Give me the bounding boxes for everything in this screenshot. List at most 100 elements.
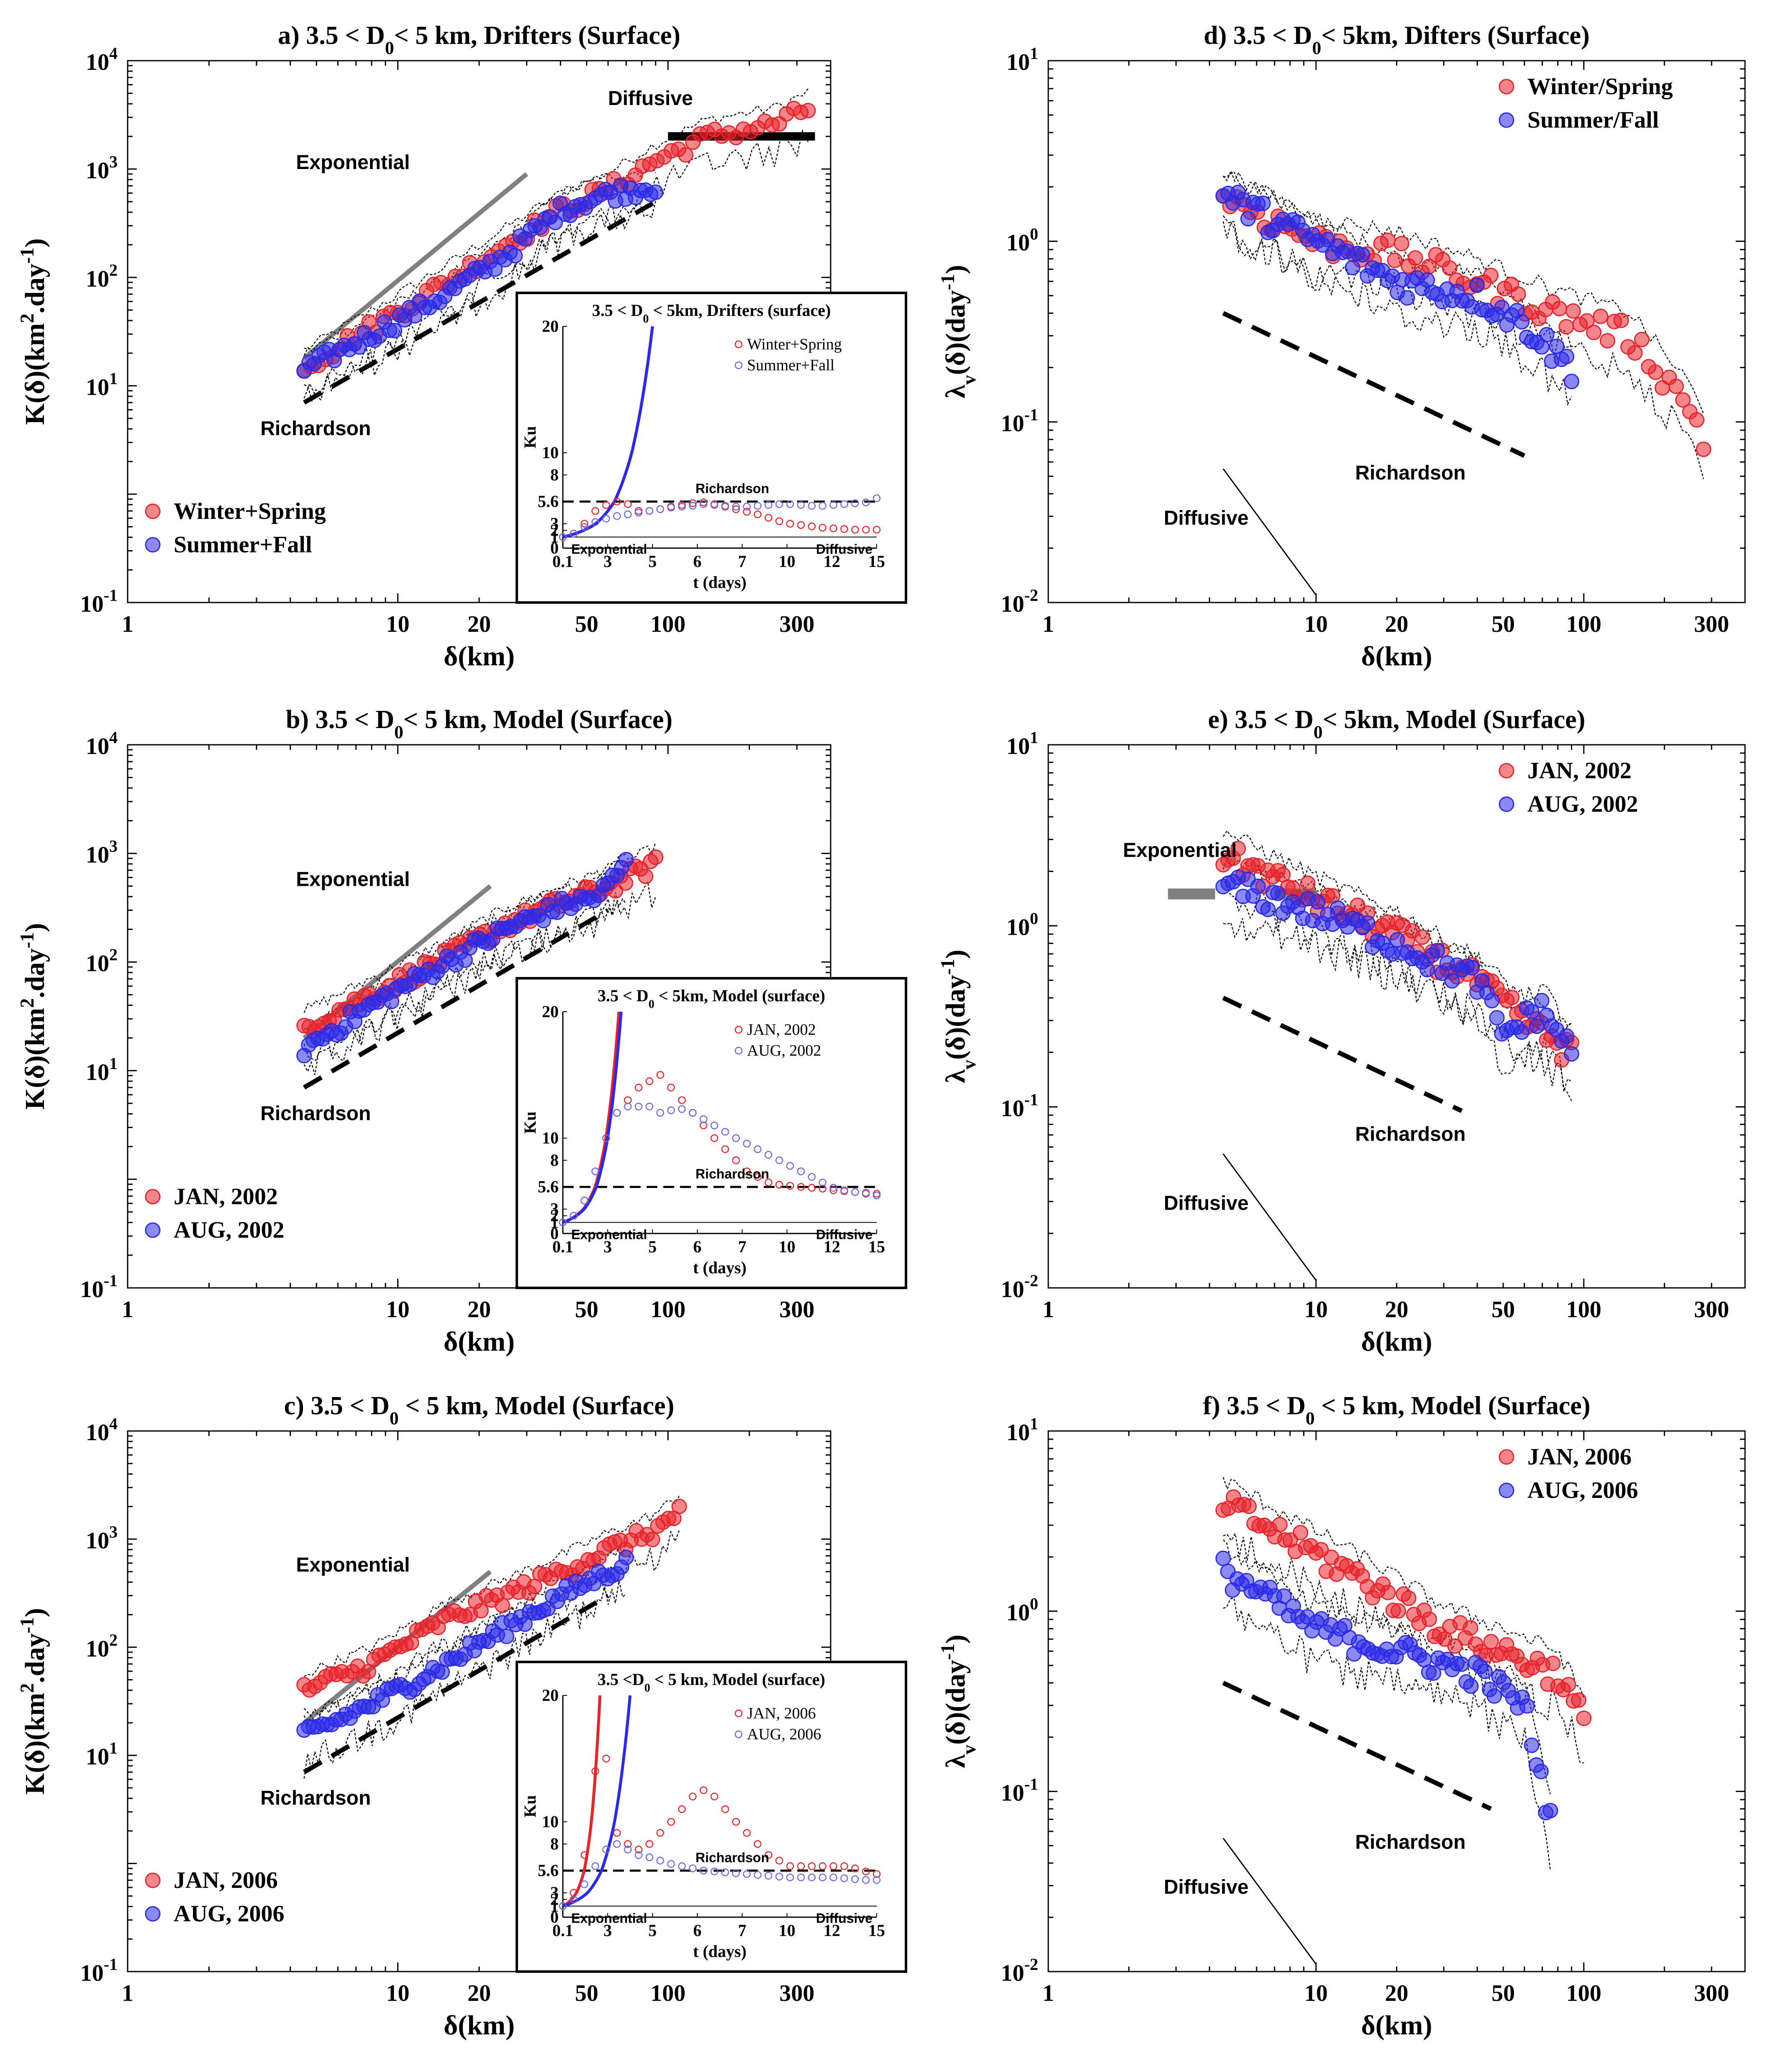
inset-data-point	[775, 1156, 783, 1164]
legend-marker	[145, 1189, 161, 1205]
inset-x-tick-label: 5	[648, 1921, 657, 1940]
x-tick-label: 50	[575, 611, 598, 637]
inset-data-point	[721, 1868, 729, 1877]
annotation-richardson: Richardson	[260, 418, 371, 440]
inset-data-point	[613, 497, 621, 505]
legend-label: JAN, 2002	[174, 1184, 278, 1210]
inset-data-point	[689, 1109, 697, 1117]
inset-data-point	[862, 1190, 870, 1198]
y-tick-label: 100	[1006, 909, 1038, 941]
inset-data-point	[645, 1103, 654, 1110]
inset-y-tick-label: 1	[550, 1213, 559, 1232]
inset-legend-label: Summer+Fall	[747, 356, 834, 374]
y-tick-label: 10-2	[1001, 1955, 1038, 1986]
x-tick-label: 100	[650, 1297, 685, 1323]
data-point	[1240, 211, 1256, 227]
x-tick-label: 100	[650, 611, 685, 637]
inset-x-tick-label: 12	[824, 552, 840, 571]
inset-x-tick-label: 3	[603, 552, 612, 571]
inset-data-point	[634, 508, 643, 517]
inset-y-tick-label: 8	[550, 1834, 559, 1853]
data-point	[1571, 1692, 1586, 1708]
inset-x-tick-label: 6	[693, 552, 701, 571]
inset-data-point	[667, 1084, 675, 1092]
inset: 3.5 <D0 < 5 km, Model (surface)01235.681…	[516, 1661, 907, 1973]
annotation-diffusive: Diffusive	[608, 87, 693, 110]
x-axis-label: δ(km)	[1361, 1326, 1432, 1357]
inset-data-point	[656, 1071, 665, 1079]
inset-data-point	[570, 1895, 578, 1903]
legend-label: Summer/Fall	[1527, 107, 1659, 133]
inset-data-point	[602, 1134, 610, 1142]
y-tick-label: 103	[86, 1522, 118, 1554]
inset-data-point	[645, 1077, 654, 1085]
legend-label: JAN, 2006	[174, 1867, 278, 1893]
x-tick-label: 1	[1042, 1980, 1054, 2006]
inset-x-tick-label: 15	[868, 1237, 885, 1256]
diffusive-line	[1222, 468, 1317, 596]
inset-x-tick-label: 7	[738, 1921, 747, 1940]
inset-data-point	[689, 1864, 697, 1872]
x-axis-label: δ(km)	[1361, 2010, 1432, 2041]
inset-data-point	[775, 1857, 783, 1865]
x-tick-label: 10	[386, 1297, 410, 1323]
inset-data-point	[786, 520, 794, 528]
data-point	[1310, 894, 1326, 910]
x-tick-label: 1	[122, 1980, 133, 2006]
data-point	[1489, 1010, 1505, 1026]
panel-b: 1 10 20 50 100 300δ(km)10-1101102103104K(δ)(k…	[16, 728, 907, 1357]
inset-data-point	[624, 1846, 632, 1854]
data-point	[1345, 260, 1360, 276]
data-point	[671, 1498, 687, 1514]
inset-data-point	[786, 500, 794, 508]
data-point	[1419, 962, 1435, 977]
annotation-exponential: Exponential	[296, 151, 410, 174]
inset-exponential-label: Exponential	[571, 1911, 647, 1926]
data-point	[1514, 314, 1530, 330]
annotation-exponential: Exponential	[296, 869, 410, 891]
data-point	[387, 323, 403, 338]
data-point	[1429, 943, 1445, 959]
inset-x-tick-label: 0.1	[552, 1237, 573, 1256]
data-point	[1380, 232, 1396, 248]
inset-data-point	[656, 1857, 665, 1865]
data-point	[547, 215, 563, 231]
data-point	[1391, 1603, 1406, 1619]
y-tick-label: 104	[86, 44, 118, 75]
data-point	[1414, 929, 1430, 945]
inset-legend-marker	[734, 1730, 743, 1739]
x-tick-label: 1	[1042, 611, 1054, 637]
data-point	[1380, 1585, 1396, 1600]
inset-y-tick-label: 3	[550, 1883, 559, 1902]
inset-diffusive-label: Diffusive	[816, 1911, 873, 1926]
inset-data-point	[765, 1872, 772, 1880]
data-point	[1613, 313, 1629, 328]
inset-data-point	[667, 1818, 675, 1826]
data-point	[1486, 1688, 1502, 1704]
envelope-lower	[303, 201, 656, 403]
inset-x-tick-label: 3	[603, 1921, 612, 1940]
inset-x-tick-label: 12	[824, 1921, 840, 1940]
inset-data-point	[765, 1151, 772, 1159]
inset-data-point	[689, 502, 697, 510]
data-point	[1542, 1803, 1558, 1818]
inset-data-point	[840, 1862, 848, 1870]
data-point	[1215, 1550, 1231, 1566]
data-point	[1399, 290, 1415, 306]
x-tick-label: 50	[1491, 1297, 1515, 1323]
data-point	[1545, 1655, 1561, 1671]
legend-marker	[145, 503, 161, 519]
x-axis-label: δ(km)	[444, 641, 515, 672]
inset-data-point	[570, 1212, 578, 1220]
data-point	[352, 339, 367, 355]
envelope-lower	[1222, 221, 1572, 406]
inset-data-point	[851, 526, 859, 534]
inset-data-point	[710, 1867, 719, 1875]
inset-y-label: Ku	[521, 1111, 539, 1133]
x-tick-label: 300	[779, 1297, 814, 1323]
inset-data-point	[829, 1873, 837, 1882]
y-axis-label: λv(δ)(day-1)	[937, 950, 980, 1083]
inset-data-point	[656, 505, 665, 513]
y-tick-label: 101	[86, 369, 118, 400]
data-point	[1668, 378, 1684, 394]
